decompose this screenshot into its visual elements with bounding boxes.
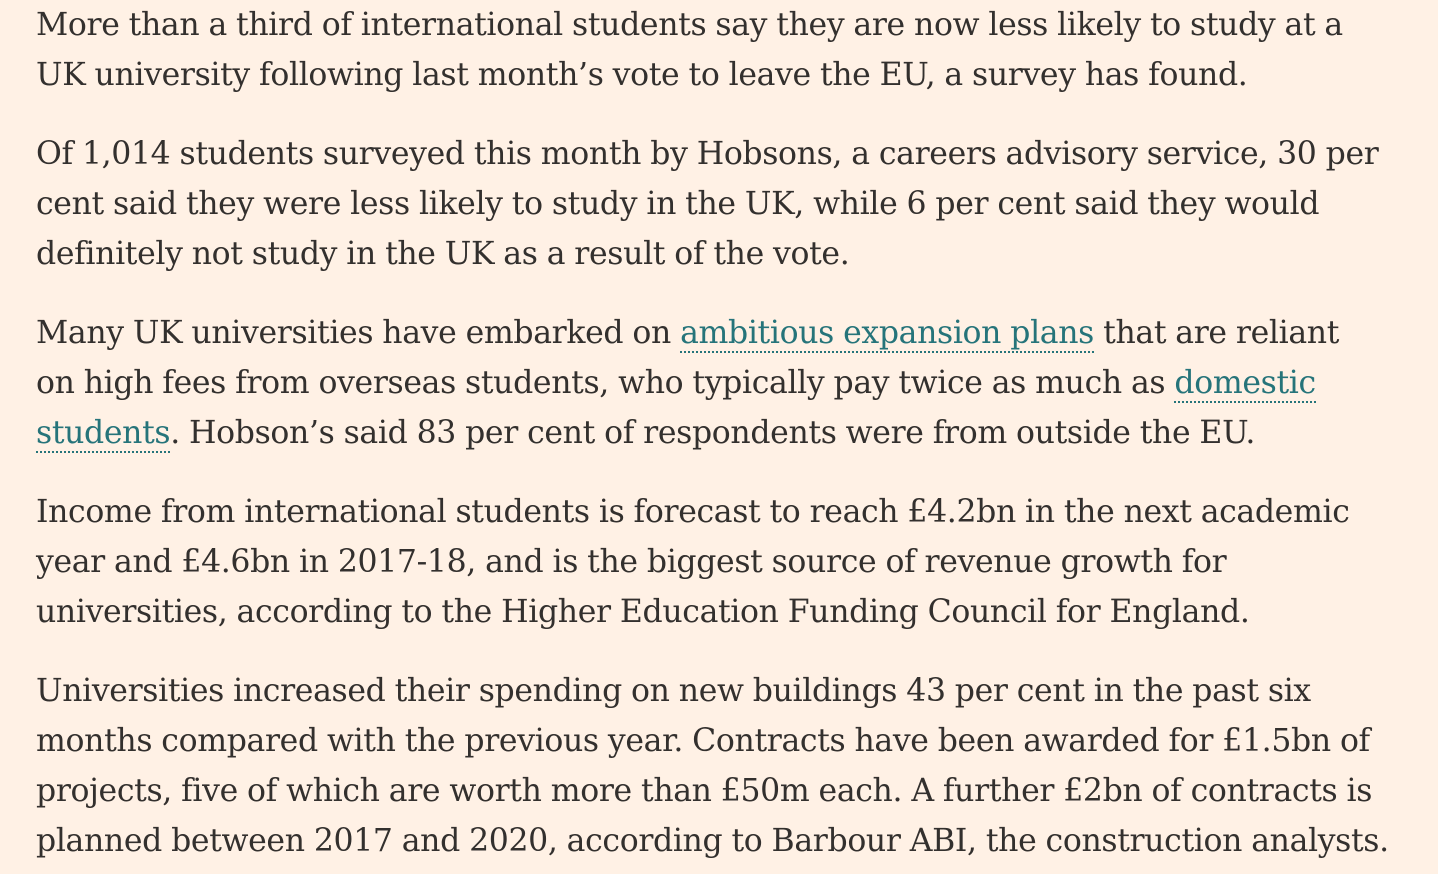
paragraph-2-line-3: definitely not study in the UK as a resu… xyxy=(36,236,850,272)
paragraph-4-line-3: universities, according to the Higher Ed… xyxy=(36,594,1250,630)
ambitious-expansion-plans-link[interactable]: ambitious expansion plans xyxy=(680,315,1094,353)
paragraph-3-text: on high fees from overseas students, who… xyxy=(36,365,1175,401)
paragraph-1-line-2: UK university following last month’s vot… xyxy=(36,57,1248,93)
paragraph-1: More than a third of international stude… xyxy=(36,0,1428,100)
paragraph-5-line-1: Universities increased their spending on… xyxy=(36,673,1311,709)
paragraph-4-line-1: Income from international students is fo… xyxy=(36,494,1350,530)
paragraph-5-line-3: projects, five of which are worth more t… xyxy=(36,773,1373,809)
domestic-students-link[interactable]: domestic xyxy=(1174,365,1316,403)
paragraph-2-line-1: Of 1,014 students surveyed this month by… xyxy=(36,136,1379,172)
paragraph-3: Many UK universities have embarked on am… xyxy=(36,308,1428,458)
paragraph-4-line-2: year and £4.6bn in 2017-18, and is the b… xyxy=(36,544,1227,580)
paragraph-3-text: Many UK universities have embarked on xyxy=(36,315,681,351)
paragraph-3-line-1: Many UK universities have embarked on am… xyxy=(36,308,1428,358)
paragraph-5-line-2: months compared with the previous year. … xyxy=(36,723,1370,759)
paragraph-3-line-2: on high fees from overseas students, who… xyxy=(36,358,1428,408)
domestic-students-link[interactable]: students xyxy=(36,415,171,453)
paragraph-5-line-4: planned between 2017 and 2020, according… xyxy=(36,823,1389,859)
paragraph-4: Income from international students is fo… xyxy=(36,487,1428,637)
paragraph-2: Of 1,014 students surveyed this month by… xyxy=(36,129,1428,279)
paragraph-3-text: . Hobson’s said 83 per cent of responden… xyxy=(170,415,1256,451)
paragraph-3-text: that are reliant xyxy=(1093,315,1340,351)
paragraph-3-line-3: students. Hobson’s said 83 per cent of r… xyxy=(36,408,1428,458)
article-body: More than a third of international stude… xyxy=(36,0,1428,866)
paragraph-2-line-2: cent said they were less likely to study… xyxy=(36,186,1320,222)
paragraph-5: Universities increased their spending on… xyxy=(36,666,1428,866)
paragraph-1-line-1: More than a third of international stude… xyxy=(36,7,1343,43)
